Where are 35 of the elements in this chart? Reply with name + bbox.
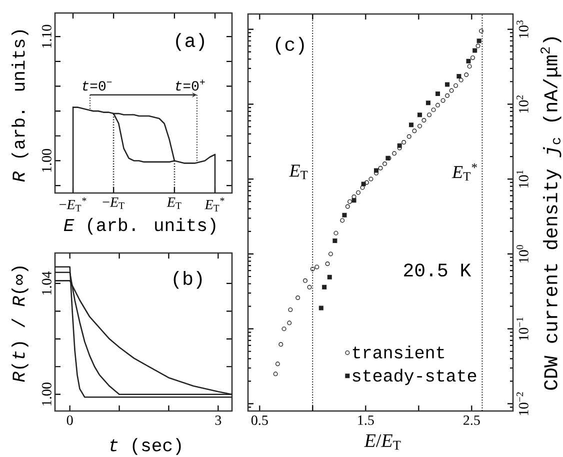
y-axis-title: R (arb. units)	[12, 30, 28, 182]
x-axis-title: E/E$_{T}$	[364, 434, 401, 450]
x-tick-label: 3	[215, 416, 222, 425]
legend-label: steady-state	[352, 368, 476, 386]
annotation: 20.5 K	[404, 264, 472, 277]
y-tick-label: 10$^{2}$	[516, 96, 528, 113]
y-tick-label: 1.10	[42, 24, 52, 48]
y-tick-label: 10$^{−2}$	[516, 392, 528, 415]
ref-line-label: E$_{T}$*	[452, 163, 477, 181]
y-tick-label: 10$^{3}$	[516, 20, 528, 38]
text: CDW current density j$_{c}$ (nA/μm$^{2}$)	[540, 37, 562, 390]
annotation: (c)	[276, 36, 304, 55]
legend-label: transient	[352, 346, 444, 358]
x-tick-label: 0.5	[251, 416, 268, 426]
annotation: (b)	[174, 270, 202, 289]
annotation: t=0$^{−}$	[82, 81, 112, 91]
x-tick-label: −E$_{T}$*	[60, 198, 86, 212]
x-axis-title: t (sec)	[110, 438, 181, 455]
y-tick-label: 10$^{1}$	[516, 170, 528, 188]
x-tick-label: E$_{T}$	[166, 198, 182, 209]
x-axis-title: E (arb. units)	[64, 218, 216, 235]
annotation: (a)	[176, 33, 204, 51]
y-tick-label: 10$^{0}$	[516, 245, 528, 262]
ref-line-label: E$_{T}$	[289, 164, 308, 180]
y-tick-label: 1.04	[42, 271, 52, 295]
annotation: t=0$^{+}$	[176, 80, 205, 91]
y-tick-label: 1.00	[42, 149, 52, 172]
x-tick-label: 1.5	[358, 416, 374, 425]
x-tick-label: E$_{T}$*	[204, 198, 224, 212]
x-tick-label: 2.5	[464, 416, 480, 425]
x-tick-label: 0	[66, 416, 73, 425]
y-axis-title: R(t) / R(∞)	[12, 266, 28, 382]
y-tick-label: 1.00	[42, 382, 52, 406]
y-tick-label: 10$^{−1}$	[516, 317, 528, 340]
x-tick-label: −E$_{T}$	[102, 198, 124, 209]
